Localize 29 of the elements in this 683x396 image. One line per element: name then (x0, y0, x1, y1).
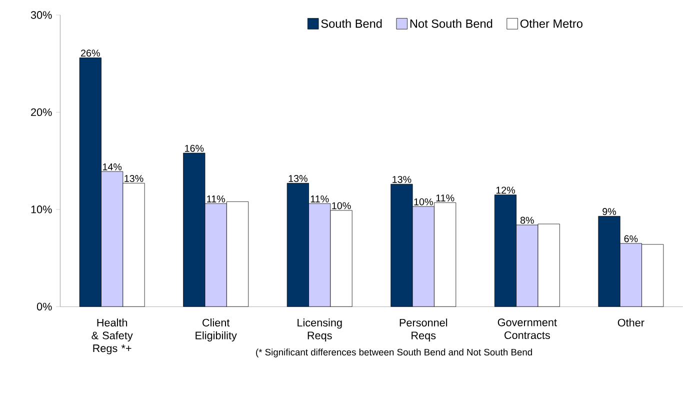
text: (* Significant differences between South Bend and Not South Bend (256, 348, 532, 358)
data-label: 14% (102, 163, 122, 170)
legend-label: South Bend (321, 19, 382, 28)
data-label: 11% (207, 195, 225, 202)
x-tick-label: Client Eligibility (196, 318, 237, 342)
data-label: 10% (414, 198, 433, 206)
data-label: 26% (81, 50, 100, 57)
data-label: 12% (496, 186, 515, 194)
data-label: 16% (185, 144, 204, 152)
data-label: 13% (288, 174, 308, 182)
x-tick-label: Health & Safety Regs *+ (92, 318, 133, 354)
x-tick-label: Other (618, 318, 644, 326)
x-tick-label: Personnel Reqs (400, 318, 448, 342)
data-label: 13% (124, 174, 144, 182)
y-tick-label: 20% (31, 108, 52, 116)
legend-label: Not South Bend (410, 19, 492, 28)
y-tick-label: 30% (30, 11, 52, 19)
data-label: 13% (392, 176, 412, 183)
legend-label: Other Metro (520, 19, 582, 28)
data-label: 9% (602, 208, 616, 216)
x-tick-label: Government Contracts (498, 318, 557, 340)
data-label: 10% (332, 202, 351, 210)
data-label: 11% (436, 194, 454, 202)
data-label: 11% (310, 195, 329, 202)
y-tick-label: 0% (36, 302, 52, 310)
data-label: 8% (520, 216, 534, 224)
x-tick-label: Licensing Reqs (298, 318, 342, 342)
y-tick-label: 10% (31, 206, 52, 214)
data-label: 6% (624, 235, 638, 242)
